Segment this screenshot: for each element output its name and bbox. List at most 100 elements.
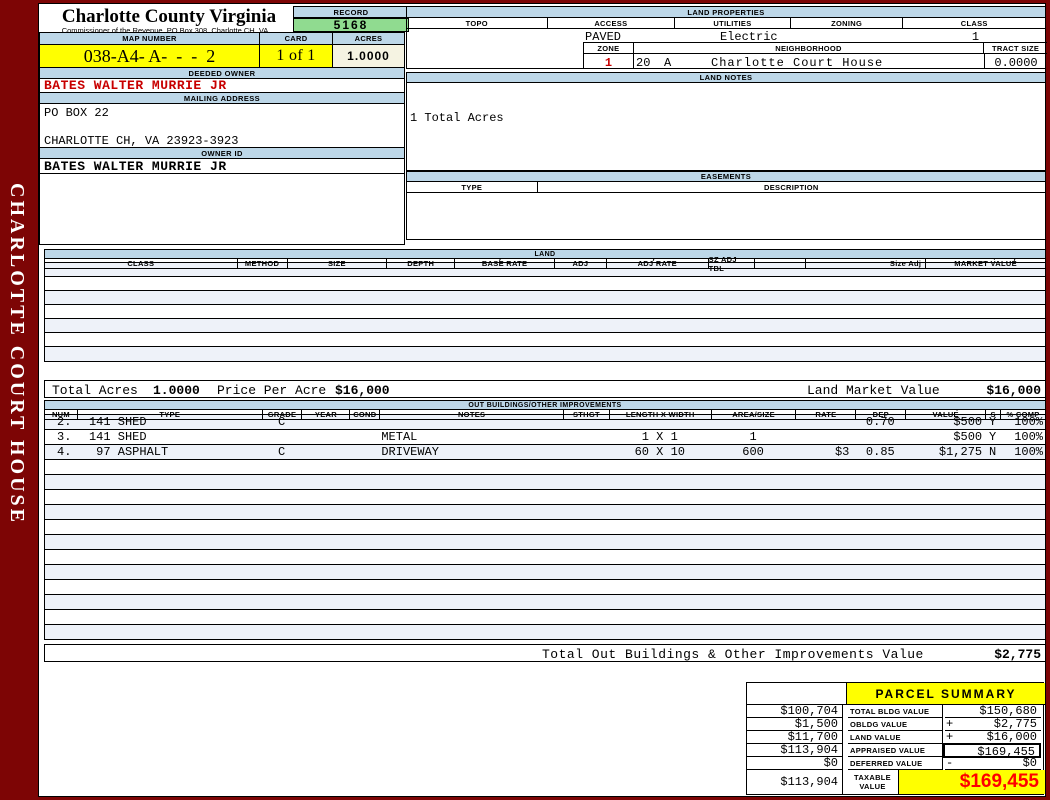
ob-dep: 0.70	[865, 415, 895, 429]
mailing-address-label: MAILING ADDRESS	[40, 93, 404, 104]
map-number-value: 038-A4- A- - - 2	[40, 45, 259, 67]
empty-row	[44, 610, 1046, 625]
owner-id-value: BATES WALTER MURRIE JR	[40, 159, 404, 174]
empty-row	[44, 595, 1046, 610]
land-notes-box: 1 Total Acres	[406, 83, 1046, 171]
ob-lxw: 60 X 10	[634, 445, 685, 459]
mailing-address-block: PO BOX 22 CHARLOTTE CH, VA 23923-3923	[40, 104, 404, 148]
owner-panel: DEEDED OWNER BATES WALTER MURRIE JR MAIL…	[39, 67, 405, 245]
outbuilding-row: 4. 97 ASPHALT C DRIVEWAY 60 X 10 600 $3 …	[44, 445, 1046, 460]
easement-type-label: TYPE	[461, 182, 483, 192]
ob-comp: 100%	[1014, 415, 1043, 429]
land-col-adj-rate: ADJ RATE	[605, 259, 708, 268]
empty-row	[44, 580, 1046, 595]
parcel-summary: PARCEL SUMMARY $100,704 TOTAL BLDG VALUE…	[746, 682, 1045, 795]
ob-col-comp: % COMP	[1000, 410, 1045, 419]
empty-row	[44, 550, 1046, 565]
land-col-sz-adj-tbl: SZ ADJ TBL	[707, 255, 754, 273]
ob-notes: DRIVEWAY	[381, 445, 439, 459]
land-market-total: $16,000	[986, 383, 1041, 398]
col-utilities: UTILITIES	[674, 18, 790, 28]
card-value: 1 of 1	[259, 45, 332, 67]
land-col-blank	[753, 259, 806, 268]
easement-desc-label: DESCRIPTION	[536, 182, 1045, 192]
summary-operator: +	[946, 717, 954, 731]
land-col-method: METHOD	[236, 259, 287, 268]
access-value: PAVED	[585, 30, 622, 44]
empty-row	[44, 263, 1046, 277]
ob-cond	[349, 445, 379, 459]
ob-dep	[855, 430, 905, 444]
ob-comp: 100%	[1014, 445, 1043, 459]
ob-col-lxw: LENGTH X WIDTH	[608, 410, 711, 419]
land-col-adj: ADJ	[553, 259, 606, 268]
land-table: LAND CLASS METHOD SIZE DEPTH BASE RATE A…	[44, 249, 1046, 398]
summary-left-value: $113,904	[747, 744, 843, 757]
empty-row	[44, 565, 1046, 580]
ob-area: 1	[749, 430, 757, 444]
zone-label: ZONE	[597, 43, 620, 53]
ob-lxw: 1 X 1	[641, 430, 678, 444]
ob-col-year: YEAR	[301, 410, 349, 419]
ob-year	[302, 430, 350, 444]
ob-col-cond: COND	[349, 410, 379, 419]
land-table-title: LAND	[44, 249, 1046, 259]
summary-operator: -	[946, 756, 954, 770]
easements-title: EASEMENTS	[406, 171, 1046, 182]
zone-value: 1	[604, 56, 613, 70]
map-number-label: MAP NUMBER	[122, 34, 177, 43]
taxable-value: $169,455	[899, 770, 1045, 794]
land-note-text: 1 Total Acres	[410, 111, 504, 125]
acres-label: ACRES	[332, 33, 404, 44]
ob-col-grade: GRADE	[261, 410, 302, 419]
col-access: ACCESS	[546, 18, 675, 28]
summary-operator: +	[946, 730, 954, 744]
summary-label: TOTAL BLDG VALUE	[848, 705, 943, 718]
ob-rate	[796, 430, 856, 444]
land-col-size-adj: Size Adj	[805, 259, 925, 268]
ob-col-s: S	[985, 410, 1000, 419]
outbuilding-row: 3. 141 SHED METAL 1 X 1 1 $500 Y 100%	[44, 430, 1046, 445]
record-label: RECORD	[293, 6, 409, 18]
ob-area: 600	[742, 445, 764, 459]
land-market-label: Land Market Value	[807, 383, 940, 398]
summary-right-value: $169,455	[943, 743, 1041, 759]
land-col-class: CLASS	[127, 259, 155, 268]
ob-sthgt	[563, 430, 609, 444]
col-class: CLASS	[902, 18, 1045, 28]
ob-type: 141 SHED	[88, 430, 147, 444]
empty-row	[44, 490, 1046, 505]
empty-row	[44, 460, 1046, 475]
deeded-owner-label: DEEDED OWNER	[40, 68, 404, 79]
easements-box	[406, 193, 1046, 240]
outbuildings-table: OUT BUILDINGS/OTHER IMPROVEMENTS NUM TYP…	[44, 400, 1046, 662]
ob-value: $500	[953, 430, 983, 444]
ob-grade: C	[277, 415, 286, 429]
empty-row	[44, 319, 1046, 333]
ob-s: Y	[989, 430, 997, 444]
ob-year	[302, 445, 350, 459]
summary-row: $100,704 TOTAL BLDG VALUE $150,680	[747, 705, 1043, 718]
ob-col-dep: DEP	[855, 410, 905, 419]
summary-row: $11,700 LAND VALUE + $16,000	[747, 731, 1043, 744]
address-line-1: PO BOX 22	[44, 106, 109, 120]
summary-left-value: $1,500	[747, 718, 843, 731]
acres-value: 1.0000	[332, 45, 404, 67]
sidebar-vertical-title: CHARLOTTE COURT HOUSE	[6, 183, 28, 525]
ob-num: 4.	[57, 445, 72, 459]
ob-col-type: TYPE	[76, 410, 262, 419]
land-col-size: SIZE	[286, 259, 387, 268]
empty-row	[44, 475, 1046, 490]
outbuildings-total-value: $2,775	[994, 647, 1041, 662]
summary-label: DEFERRED VALUE	[848, 757, 943, 770]
summary-right-value: $2,775	[945, 718, 1041, 731]
land-notes-title: LAND NOTES	[406, 72, 1046, 83]
ob-grade	[262, 430, 302, 444]
col-topo: TOPO	[465, 18, 488, 28]
land-totals-row: Total Acres 1.0000 Price Per Acre $16,00…	[44, 380, 1046, 398]
summary-left-value: $100,704	[747, 705, 843, 718]
ob-num: 3.	[57, 430, 72, 444]
col-zoning: ZONING	[789, 18, 903, 28]
ob-num: 2.	[57, 415, 72, 429]
utilities-value: Electric	[720, 30, 778, 44]
